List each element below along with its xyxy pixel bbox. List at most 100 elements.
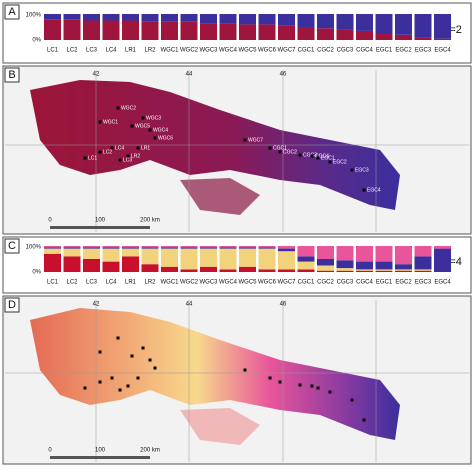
population-label: LR2 bbox=[144, 280, 156, 286]
ancestry-segment bbox=[336, 268, 354, 271]
site-marker bbox=[243, 138, 247, 142]
site-marker bbox=[268, 376, 272, 380]
site-marker bbox=[310, 154, 314, 158]
site-marker bbox=[98, 150, 102, 154]
ancestry-segment bbox=[63, 256, 81, 272]
ancestry-segment bbox=[161, 247, 178, 249]
site-marker bbox=[141, 116, 145, 120]
site-marker bbox=[362, 188, 366, 192]
ancestry-segment bbox=[141, 21, 159, 40]
ancestry-segment bbox=[180, 269, 198, 272]
ancestry-segment bbox=[278, 25, 295, 40]
ancestry-segment bbox=[356, 14, 373, 31]
site-marker bbox=[148, 358, 152, 362]
ancestry-segment bbox=[44, 14, 61, 20]
site-marker bbox=[126, 154, 130, 158]
population-label: WGC5 bbox=[239, 280, 258, 286]
site-marker bbox=[298, 383, 302, 387]
ancestry-segment bbox=[200, 248, 217, 267]
ancestry-segment bbox=[63, 248, 81, 257]
site-label: EGC3 bbox=[355, 167, 369, 173]
ancestry-segment bbox=[180, 246, 198, 248]
axis-label: 100% bbox=[26, 13, 42, 19]
ancestry-segment bbox=[83, 248, 100, 259]
population-label: LC1 bbox=[47, 280, 59, 286]
longitude-label: 46 bbox=[280, 72, 287, 78]
population-label: LC3 bbox=[86, 48, 98, 54]
ancestry-segment bbox=[102, 261, 120, 272]
population-label: EGC2 bbox=[395, 48, 412, 54]
site-label: EGC1 bbox=[321, 155, 335, 161]
ancestry-segment bbox=[356, 246, 373, 262]
site-label: WGC1 bbox=[103, 119, 118, 125]
site-marker bbox=[130, 124, 134, 128]
site-marker bbox=[110, 376, 114, 380]
ancestry-segment bbox=[219, 14, 237, 24]
site-marker bbox=[98, 120, 102, 124]
population-label: EGC1 bbox=[376, 280, 393, 286]
site-marker bbox=[136, 146, 140, 150]
ancestry-segment bbox=[278, 246, 295, 249]
ancestry-segment bbox=[239, 246, 256, 248]
ancestry-segment bbox=[102, 246, 120, 248]
panel-label: B bbox=[8, 69, 15, 81]
ancestry-segment bbox=[414, 270, 432, 272]
scale-label: 0 bbox=[48, 218, 52, 224]
population-label: CGC1 bbox=[298, 280, 315, 286]
ancestry-segment bbox=[395, 264, 412, 270]
site-marker bbox=[130, 354, 134, 358]
ancestry-segment bbox=[356, 270, 373, 272]
ancestry-segment bbox=[297, 256, 315, 262]
ancestry-segment bbox=[122, 248, 139, 257]
ancestry-segment bbox=[180, 248, 198, 270]
population-label: CGC1 bbox=[298, 48, 315, 54]
ancestry-segment bbox=[239, 14, 256, 25]
ancestry-segment bbox=[239, 248, 256, 267]
site-marker bbox=[298, 153, 302, 157]
population-label: LC3 bbox=[86, 280, 98, 286]
population-label: LC1 bbox=[47, 48, 59, 54]
ancestry-segment bbox=[258, 246, 276, 248]
ancestry-segment bbox=[375, 269, 393, 271]
site-marker bbox=[153, 136, 157, 140]
site-marker bbox=[153, 366, 157, 370]
ancestry-segment bbox=[336, 14, 354, 30]
site-label: LR2 bbox=[131, 153, 140, 159]
scale-label: 0 bbox=[48, 448, 52, 454]
ancestry-segment bbox=[434, 248, 451, 272]
panel-label: D bbox=[8, 299, 16, 311]
site-label: CGC4 bbox=[315, 153, 329, 159]
ancestry-segment bbox=[83, 246, 100, 248]
site-marker bbox=[268, 146, 272, 150]
population-label: WGC7 bbox=[278, 48, 297, 54]
ancestry-segment bbox=[375, 246, 393, 262]
ancestry-segment bbox=[161, 14, 178, 22]
site-label: WGC5 bbox=[135, 123, 150, 129]
ancestry-segment bbox=[356, 30, 373, 40]
ancestry-segment bbox=[122, 247, 139, 249]
site-marker bbox=[328, 390, 332, 394]
ancestry-segment bbox=[317, 265, 334, 271]
ancestry-segment bbox=[278, 251, 295, 270]
ancestry-segment bbox=[434, 14, 451, 39]
ancestry-segment bbox=[239, 24, 256, 40]
population-label: CGC4 bbox=[356, 48, 373, 54]
ancestry-segment bbox=[83, 247, 100, 249]
ancestry-segment bbox=[258, 247, 276, 249]
site-marker bbox=[98, 380, 102, 384]
site-marker bbox=[136, 376, 140, 380]
ancestry-segment bbox=[414, 246, 432, 257]
ancestry-segment bbox=[44, 19, 61, 40]
ancestry-segment bbox=[258, 248, 276, 270]
ancestry-segment bbox=[317, 246, 334, 259]
ancestry-segment bbox=[63, 19, 81, 40]
ancestry-segment bbox=[297, 27, 315, 40]
longitude-label: 46 bbox=[280, 302, 287, 308]
ancestry-segment bbox=[161, 246, 178, 248]
scale-bar bbox=[50, 456, 150, 459]
ancestry-segment bbox=[122, 20, 139, 40]
population-label: EGC4 bbox=[434, 280, 451, 286]
population-label: LR1 bbox=[125, 48, 137, 54]
population-label: WGC4 bbox=[219, 280, 238, 286]
ancestry-segment bbox=[122, 246, 139, 248]
